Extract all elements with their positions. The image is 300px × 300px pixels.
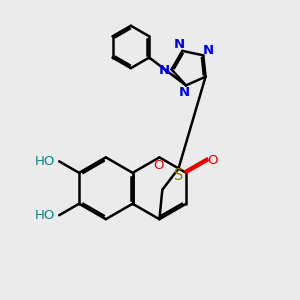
Text: O: O — [154, 159, 164, 172]
Text: N: N — [203, 44, 214, 57]
Text: O: O — [208, 154, 218, 167]
Text: HO: HO — [34, 155, 55, 168]
Text: HO: HO — [34, 209, 55, 222]
Text: S: S — [174, 168, 183, 183]
Text: N: N — [179, 86, 190, 99]
Text: N: N — [174, 38, 185, 51]
Text: N: N — [159, 64, 170, 77]
